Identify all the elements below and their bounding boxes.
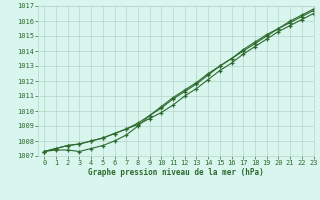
X-axis label: Graphe pression niveau de la mer (hPa): Graphe pression niveau de la mer (hPa) xyxy=(88,168,264,177)
